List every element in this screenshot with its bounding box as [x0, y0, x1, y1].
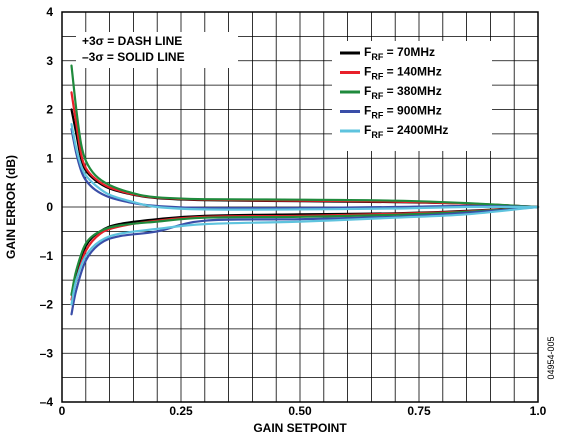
x-tick-label: 0.50: [288, 404, 312, 418]
x-tick-label: 0: [59, 404, 66, 418]
legend: FRF = 70MHz FRF = 140MHz FRF = 380MHz FRF =…: [332, 41, 492, 151]
figure-code: 04954-005: [546, 336, 556, 379]
legend-background: [332, 41, 492, 151]
y-tick-label: 4: [46, 5, 53, 19]
note-dash: +3σ = DASH LINE: [82, 34, 182, 48]
plot-frame: [61, 11, 539, 403]
note-solid: –3σ = SOLID LINE: [82, 50, 185, 64]
y-tick-label: –3: [40, 346, 54, 360]
y-axis-label: GAIN ERROR (dB): [4, 155, 18, 259]
legend-label: FRF = 70MHz: [364, 45, 435, 62]
y-tick-label: –2: [40, 298, 54, 312]
legend-label: FRF = 140MHz: [364, 65, 442, 82]
series-line-upper-2: [70, 64, 540, 209]
x-tick-label: 1.0: [530, 404, 547, 418]
y-tick-label: –1: [40, 249, 54, 263]
x-tick-label: 0.25: [169, 404, 193, 418]
series-line-upper-4: [70, 123, 540, 211]
y-tick-label: 2: [46, 103, 53, 117]
y-tick-label: 3: [46, 54, 53, 68]
tick-labels: 0 0.25 0.50 0.75 1.0 4 3 2 1 0 –1 –2 –3 –4: [40, 5, 547, 418]
y-tick-label: 1: [46, 151, 53, 165]
x-axis-label: GAIN SETPOINT: [253, 421, 347, 435]
legend-label: FRF = 900MHz: [364, 104, 442, 121]
sigma-note: +3σ = DASH LINE –3σ = SOLID LINE: [76, 32, 238, 68]
x-tick-label: 0.75: [407, 404, 431, 418]
y-tick-label: –4: [40, 395, 54, 409]
legend-label: FRF = 2400MHz: [364, 123, 448, 140]
series-line-lower-2: [70, 205, 540, 296]
legend-label: FRF = 380MHz: [364, 84, 442, 101]
series-line-lower-4: [70, 205, 540, 306]
series-layer: [70, 64, 540, 316]
y-tick-label: 0: [46, 200, 53, 214]
